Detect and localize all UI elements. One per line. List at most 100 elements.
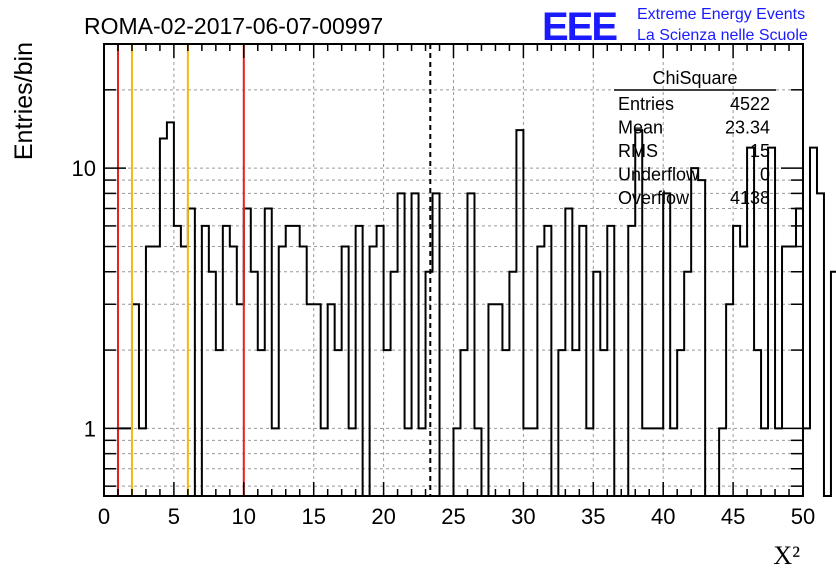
histogram-bin <box>307 304 314 496</box>
y-tick-label: 10 <box>72 156 96 181</box>
histogram-bin <box>460 350 467 496</box>
histogram-bin <box>223 226 230 496</box>
histogram-bin <box>607 226 614 496</box>
histogram-bin <box>251 272 258 496</box>
histogram-bin <box>733 226 740 496</box>
y-tick-label: 1 <box>84 416 96 441</box>
histogram-bin <box>328 304 335 496</box>
histogram-bin <box>300 247 307 496</box>
stats-title: ChiSquare <box>652 68 737 88</box>
histogram-bin <box>810 148 817 496</box>
histogram-bin <box>684 272 691 496</box>
histogram-bin <box>426 272 433 496</box>
histogram-bin <box>391 272 398 496</box>
histogram-bin <box>174 226 181 496</box>
histogram-bin <box>384 350 391 496</box>
histogram-bin <box>726 304 733 496</box>
histogram-bin <box>635 130 642 496</box>
stats-label: Entries <box>618 94 674 114</box>
histogram-bin <box>488 304 495 496</box>
histogram-bin <box>593 272 600 496</box>
histogram-bin <box>803 428 810 496</box>
histogram-bin <box>740 247 747 496</box>
x-tick-label: 0 <box>98 504 110 529</box>
histogram-bin <box>509 272 516 496</box>
histogram-bin <box>293 226 300 496</box>
histogram-bin <box>377 226 384 496</box>
chart-title: ROMA-02-2017-06-07-00997 <box>84 13 383 39</box>
histogram-bin <box>663 193 670 496</box>
stats-value: 4522 <box>730 94 770 114</box>
histogram-bin <box>265 208 272 496</box>
histogram-bin <box>146 247 153 496</box>
x-tick-label: 40 <box>651 504 675 529</box>
histogram-bin <box>495 304 502 496</box>
x-tick-label: 15 <box>301 504 325 529</box>
histogram-bin <box>237 304 244 496</box>
x-tick-label: 50 <box>791 504 815 529</box>
histogram-bin <box>153 247 160 496</box>
histogram-bin <box>433 193 440 496</box>
histogram-bin <box>181 247 188 496</box>
histogram-bin <box>286 226 293 496</box>
histogram-bin <box>370 247 377 496</box>
stats-value: 4138 <box>730 188 770 208</box>
histogram-bin <box>628 226 635 496</box>
histogram-bin <box>160 139 167 496</box>
x-tick-label: 10 <box>232 504 256 529</box>
histogram-bin <box>258 350 265 496</box>
histogram-bin <box>516 130 523 496</box>
histogram-bin <box>558 350 565 496</box>
histogram-bin <box>789 247 796 496</box>
histogram-bin <box>188 208 195 496</box>
histogram-bin <box>544 226 551 496</box>
histogram-bin <box>230 247 237 496</box>
histogram-bin <box>244 208 251 496</box>
histogram-bin <box>342 247 349 496</box>
histogram-bin <box>335 350 342 496</box>
histogram-bin <box>698 180 705 496</box>
x-tick-label: 30 <box>511 504 535 529</box>
stats-box: ChiSquare Entries 4522 Mean 23.34 RMS 15 Underf… <box>614 68 776 208</box>
stats-value: 15 <box>750 141 770 161</box>
histogram-bin <box>817 193 824 496</box>
histogram-bin <box>412 193 419 496</box>
histogram-bin <box>782 247 789 496</box>
stats-value: 0 <box>760 165 770 185</box>
histogram-bin <box>202 226 209 496</box>
x-tick-label: 45 <box>721 504 745 529</box>
histogram-bin <box>572 350 579 496</box>
eee-logo-mark: EEE <box>542 5 617 49</box>
histogram-bin <box>579 226 586 496</box>
stats-value: 23.34 <box>725 118 770 138</box>
histogram-bin <box>600 350 607 496</box>
y-axis-label: Entries/bin <box>10 42 38 160</box>
x-tick-label: 5 <box>168 504 180 529</box>
eee-logo: EEE Extreme Energy Events La Scienza nel… <box>542 5 808 49</box>
histogram-bin <box>216 350 223 496</box>
x-axis-label: X² <box>773 541 800 570</box>
histogram-bin <box>209 272 216 496</box>
histogram-bin <box>314 304 321 496</box>
stats-label: Underflow <box>618 165 700 185</box>
histogram-bin <box>754 350 761 496</box>
histogram-bin <box>565 208 572 496</box>
marker-layer <box>116 44 432 496</box>
x-tick-label: 20 <box>371 504 395 529</box>
histogram-bin <box>356 226 363 496</box>
histogram-bin <box>398 193 405 496</box>
histogram-bin <box>279 247 286 496</box>
axis-layer: 0 5 10 15 20 25 30 35 40 45 50 1 10 <box>72 43 815 529</box>
histogram-bin <box>537 247 544 496</box>
eee-logo-line2: La Scienza nelle Scuole <box>637 27 808 44</box>
histogram-bin <box>467 193 474 496</box>
x-tick-label: 35 <box>581 504 605 529</box>
histogram-bin <box>691 168 698 496</box>
stats-label: Mean <box>618 118 663 138</box>
x-tick-label: 25 <box>441 504 465 529</box>
histogram-bin <box>502 350 509 496</box>
histogram-bin <box>132 304 139 496</box>
stats-label: Overflow <box>618 188 690 208</box>
histogram-bin <box>677 350 684 496</box>
